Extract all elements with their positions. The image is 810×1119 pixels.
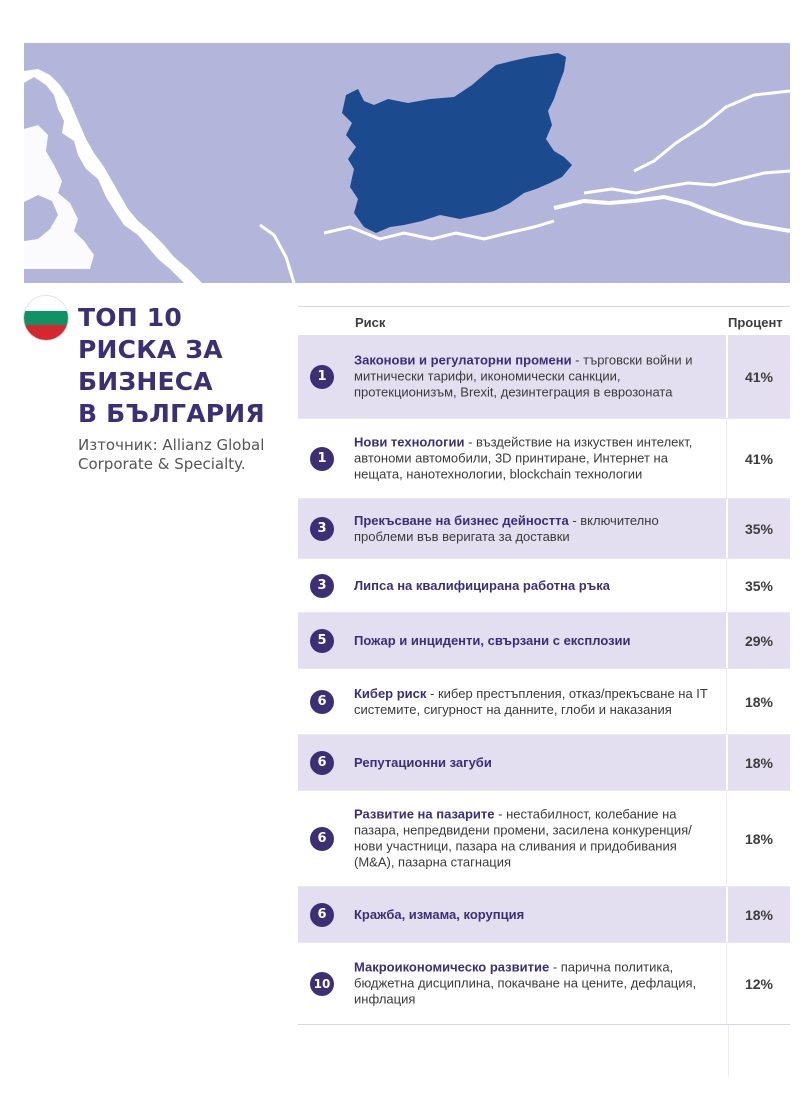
title-line: БИЗНЕСА [78, 367, 213, 396]
risk-detail: - търговски войни и митнически тарифи, и… [354, 352, 693, 400]
risk-detail: - кибер престъпления, отказ/прекъсване н… [354, 685, 708, 717]
map-of-bulgaria [24, 43, 790, 283]
risk-detail: - включително проблеми във веригата за д… [354, 512, 659, 544]
table-header: Риск Процент [298, 307, 790, 335]
risk-description: Нови технологии - въздействие на изкуств… [354, 434, 718, 483]
table-row: 1 Законови и регулаторни промени - търго… [298, 335, 790, 419]
risk-percent: 12% [744, 975, 774, 992]
table-row: 6 Репутационни загуби 18% [298, 735, 790, 791]
rank-badge: 6 [310, 750, 334, 775]
risk-name: Нови технологии [354, 434, 465, 450]
risk-description: Законови и регулаторни промени - търговс… [354, 352, 718, 401]
risk-name: Пожар и инциденти, свързани с експлозии [354, 632, 631, 648]
rank-badge: 6 [310, 689, 334, 714]
risk-percent: 18% [744, 906, 774, 923]
title-line: ТОП 10 [78, 303, 182, 332]
risk-name: Репутационни загуби [354, 754, 492, 770]
risk-name: Кражба, измама, корупция [354, 906, 525, 922]
title-line: РИСКА ЗА [78, 335, 223, 364]
rank-badge: 1 [310, 446, 334, 471]
risk-table: Риск Процент 1 Законови и регулаторни пр… [298, 306, 790, 1025]
risk-name: Законови и регулаторни промени [354, 352, 572, 368]
risk-name: Липса на квалифицирана работна ръка [354, 577, 610, 593]
table-row: 6 Развитие на пазарите - нестабилност, к… [298, 791, 790, 887]
risk-name: Развитие на пазарите [354, 806, 495, 822]
risk-percent: 29% [744, 632, 774, 649]
rank-badge: 6 [310, 902, 334, 927]
risk-description: Репутационни загуби [354, 754, 718, 770]
column-divider [728, 1025, 729, 1077]
region-map-graphic [24, 43, 790, 283]
risk-detail: - нестабилност, колебание на пазара, неп… [354, 806, 692, 870]
rank-badge: 1 [310, 364, 334, 389]
table-row: 6 Кражба, измама, корупция 18% [298, 887, 790, 943]
rank-badge: 5 [310, 628, 334, 653]
bulgaria-flag-icon [24, 296, 68, 340]
risk-description: Макроикономическо развитие - парична пол… [354, 959, 718, 1008]
risk-description: Липса на квалифицирана работна ръка [354, 577, 718, 593]
risk-description: Развитие на пазарите - нестабилност, кол… [354, 806, 718, 871]
risk-percent: 18% [744, 754, 774, 771]
rank-badge: 3 [310, 516, 334, 541]
risk-percent: 18% [744, 693, 774, 710]
rank-badge: 6 [310, 826, 334, 851]
table-row: 6 Кибер риск - кибер престъпления, отказ… [298, 669, 790, 735]
table-row: 3 Прекъсване на бизнес дейността - включ… [298, 499, 790, 559]
column-header-risk: Риск [355, 315, 386, 330]
risk-percent: 35% [744, 520, 774, 537]
risk-detail: - парична политика, бюджетна дисциплина,… [354, 959, 697, 1007]
table-row: 10 Макроикономическо развитие - парична … [298, 943, 790, 1025]
rank-badge: 3 [310, 573, 334, 598]
risk-percent: 41% [744, 368, 774, 385]
column-header-percent: Процент [728, 315, 783, 330]
table-row: 1 Нови технологии - въздействие на изкус… [298, 419, 790, 499]
risk-name: Прекъсване на бизнес дейността [354, 512, 569, 528]
risk-description: Пожар и инциденти, свързани с експлозии [354, 632, 718, 648]
risk-name: Кибер риск [354, 685, 427, 701]
risk-percent: 18% [744, 830, 774, 847]
source-note: Източник: Allianz Global Corporate & Spe… [78, 436, 265, 473]
risk-percent: 35% [744, 577, 774, 594]
risk-detail: - въздействие на изкуствен интелект, авт… [354, 434, 693, 482]
risk-percent: 41% [744, 450, 774, 467]
page-title: ТОП 10 РИСКА ЗА БИЗНЕСА В БЪЛГАРИЯ [78, 302, 288, 430]
risk-name: Макроикономическо развитие [354, 959, 550, 975]
risk-description: Кражба, измама, корупция [354, 906, 718, 922]
table-row: 5 Пожар и инциденти, свързани с експлози… [298, 613, 790, 669]
rank-badge: 10 [310, 971, 334, 996]
risk-description: Кибер риск - кибер престъпления, отказ/п… [354, 685, 718, 717]
table-row: 3 Липса на квалифицирана работна ръка 35… [298, 559, 790, 613]
risk-description: Прекъсване на бизнес дейността - включит… [354, 512, 718, 544]
title-line: В БЪЛГАРИЯ [78, 399, 265, 428]
